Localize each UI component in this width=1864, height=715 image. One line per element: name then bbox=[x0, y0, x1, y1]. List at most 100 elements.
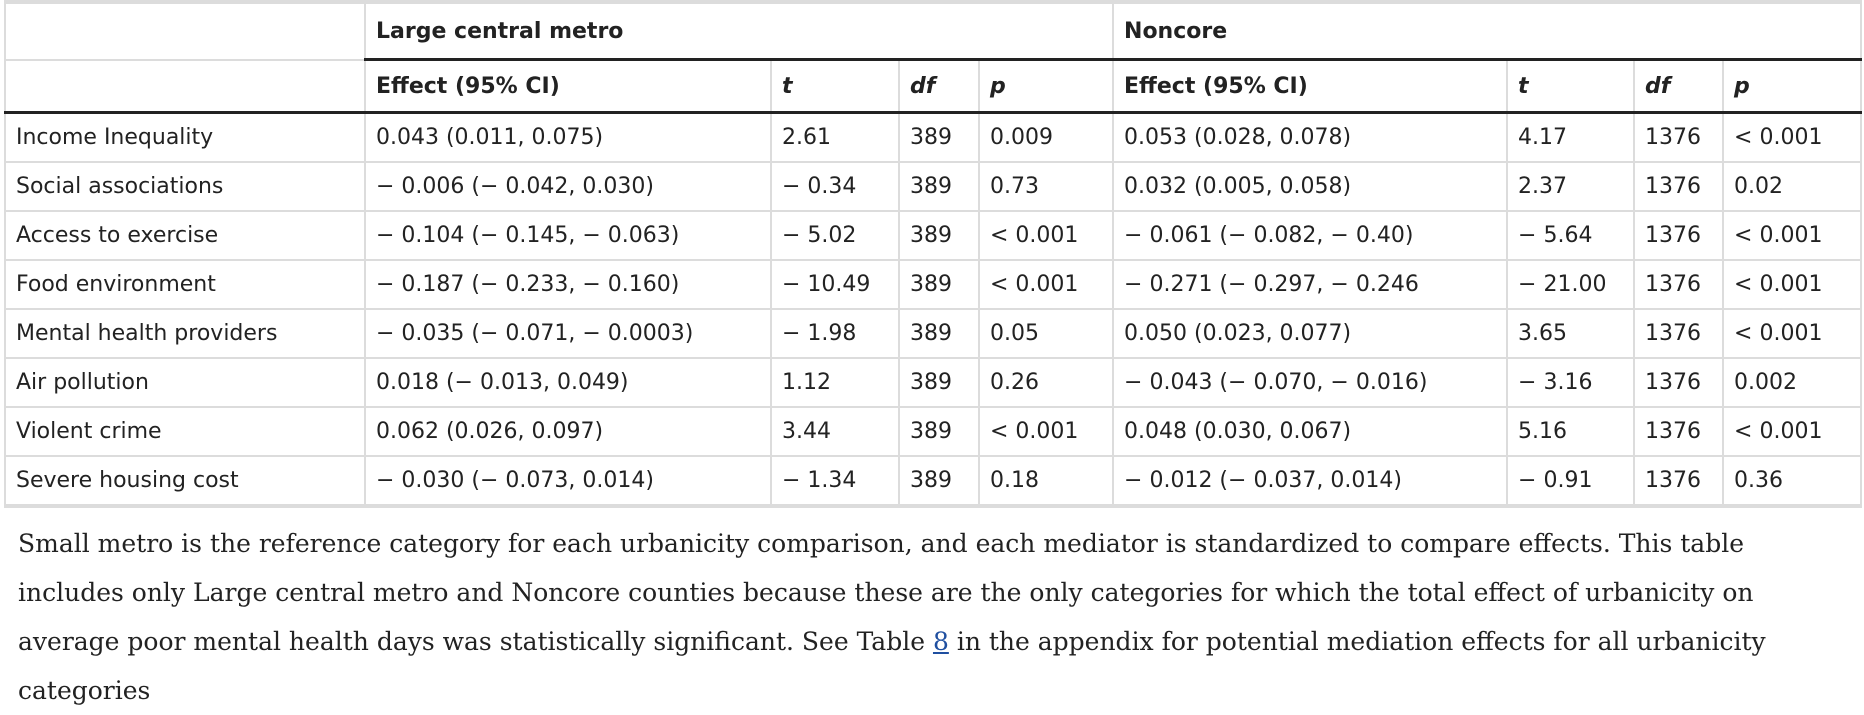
cell-p-metro: 0.73 bbox=[977, 161, 1115, 212]
cell-effect-noncore: 0.050 (0.023, 0.077) bbox=[1112, 308, 1509, 359]
cell-effect-metro: − 0.030 (− 0.073, 0.014) bbox=[364, 455, 772, 508]
cell-t-noncore: 2.37 bbox=[1506, 161, 1636, 212]
cell-p-noncore: 0.36 bbox=[1722, 455, 1863, 508]
row-label: Food environment bbox=[4, 259, 366, 310]
row-label: Severe housing cost bbox=[4, 455, 366, 508]
column-header-df-metro: df bbox=[898, 58, 980, 114]
cell-t-metro: − 0.34 bbox=[770, 161, 900, 212]
cell-t-metro: 1.12 bbox=[770, 357, 900, 408]
cell-effect-noncore: 0.032 (0.005, 0.058) bbox=[1112, 161, 1509, 212]
footnote-text-before-link: Small metro is the reference category fo… bbox=[18, 529, 1754, 656]
cell-effect-metro: − 0.035 (− 0.071, − 0.0003) bbox=[364, 308, 772, 359]
group-header-row: Large central metro Noncore bbox=[4, 0, 1863, 61]
cell-p-noncore: < 0.001 bbox=[1722, 259, 1863, 310]
results-table-container: Large central metro Noncore Effect (95% … bbox=[4, 0, 1863, 508]
column-header-effect-metro: Effect (95% CI) bbox=[364, 58, 772, 114]
cell-t-noncore: − 3.16 bbox=[1506, 357, 1636, 408]
cell-effect-metro: − 0.006 (− 0.042, 0.030) bbox=[364, 161, 772, 212]
table-row: Violent crime 0.062 (0.026, 0.097) 3.44 … bbox=[4, 406, 1863, 457]
mediation-effects-table: Large central metro Noncore Effect (95% … bbox=[4, 0, 1863, 508]
cell-df-metro: 389 bbox=[898, 210, 980, 261]
row-label: Access to exercise bbox=[4, 210, 366, 261]
cell-p-noncore: 0.02 bbox=[1722, 161, 1863, 212]
cell-p-metro: 0.05 bbox=[977, 308, 1115, 359]
row-label: Income Inequality bbox=[4, 111, 366, 163]
column-header-blank bbox=[4, 58, 366, 114]
cell-p-noncore: 0.002 bbox=[1722, 357, 1863, 408]
cell-effect-noncore: − 0.043 (− 0.070, − 0.016) bbox=[1112, 357, 1509, 408]
cell-t-noncore: − 21.00 bbox=[1506, 259, 1636, 310]
cell-effect-noncore: − 0.271 (− 0.297, − 0.246 bbox=[1112, 259, 1509, 310]
column-header-t-noncore: t bbox=[1506, 58, 1636, 114]
row-label: Violent crime bbox=[4, 406, 366, 457]
cell-effect-noncore: 0.053 (0.028, 0.078) bbox=[1112, 111, 1509, 163]
table-8-link[interactable]: 8 bbox=[932, 627, 949, 656]
cell-df-noncore: 1376 bbox=[1633, 210, 1725, 261]
cell-t-noncore: 3.65 bbox=[1506, 308, 1636, 359]
table-row: Social associations − 0.006 (− 0.042, 0.… bbox=[4, 161, 1863, 212]
cell-p-metro: < 0.001 bbox=[977, 210, 1115, 261]
table-row: Food environment − 0.187 (− 0.233, − 0.1… bbox=[4, 259, 1863, 310]
column-header-p-metro: p bbox=[977, 58, 1115, 114]
cell-df-metro: 389 bbox=[898, 455, 980, 508]
table-row: Air pollution 0.018 (− 0.013, 0.049) 1.1… bbox=[4, 357, 1863, 408]
cell-effect-metro: 0.018 (− 0.013, 0.049) bbox=[364, 357, 772, 408]
cell-t-noncore: − 0.91 bbox=[1506, 455, 1636, 508]
cell-p-noncore: < 0.001 bbox=[1722, 210, 1863, 261]
row-label: Social associations bbox=[4, 161, 366, 212]
cell-effect-metro: − 0.187 (− 0.233, − 0.160) bbox=[364, 259, 772, 310]
cell-p-noncore: < 0.001 bbox=[1722, 406, 1863, 457]
cell-effect-noncore: 0.048 (0.030, 0.067) bbox=[1112, 406, 1509, 457]
cell-df-noncore: 1376 bbox=[1633, 455, 1725, 508]
cell-p-noncore: < 0.001 bbox=[1722, 111, 1863, 163]
cell-df-metro: 389 bbox=[898, 406, 980, 457]
cell-df-noncore: 1376 bbox=[1633, 308, 1725, 359]
cell-t-noncore: 5.16 bbox=[1506, 406, 1636, 457]
cell-effect-metro: − 0.104 (− 0.145, − 0.063) bbox=[364, 210, 772, 261]
column-header-p-noncore: p bbox=[1722, 58, 1863, 114]
cell-df-metro: 389 bbox=[898, 111, 980, 163]
cell-t-metro: − 1.98 bbox=[770, 308, 900, 359]
cell-df-noncore: 1376 bbox=[1633, 406, 1725, 457]
cell-t-metro: 3.44 bbox=[770, 406, 900, 457]
cell-df-metro: 389 bbox=[898, 161, 980, 212]
cell-t-metro: 2.61 bbox=[770, 111, 900, 163]
footnote-text-after-link: in the appendix for potential mediation … bbox=[18, 627, 1766, 705]
cell-effect-metro: 0.062 (0.026, 0.097) bbox=[364, 406, 772, 457]
cell-df-noncore: 1376 bbox=[1633, 259, 1725, 310]
cell-df-noncore: 1376 bbox=[1633, 111, 1725, 163]
cell-t-metro: − 10.49 bbox=[770, 259, 900, 310]
cell-df-metro: 389 bbox=[898, 308, 980, 359]
column-header-effect-noncore: Effect (95% CI) bbox=[1112, 58, 1509, 114]
cell-p-metro: 0.26 bbox=[977, 357, 1115, 408]
table-row: Income Inequality 0.043 (0.011, 0.075) 2… bbox=[4, 111, 1863, 163]
cell-df-metro: 389 bbox=[898, 259, 980, 310]
cell-p-metro: 0.18 bbox=[977, 455, 1115, 508]
cell-t-metro: − 5.02 bbox=[770, 210, 900, 261]
row-label: Mental health providers bbox=[4, 308, 366, 359]
table-row: Mental health providers − 0.035 (− 0.071… bbox=[4, 308, 1863, 359]
cell-effect-noncore: − 0.012 (− 0.037, 0.014) bbox=[1112, 455, 1509, 508]
cell-df-metro: 389 bbox=[898, 357, 980, 408]
cell-p-metro: 0.009 bbox=[977, 111, 1115, 163]
column-header-row: Effect (95% CI) t df p Effect (95% CI) t… bbox=[4, 58, 1863, 114]
table-footnote: Small metro is the reference category fo… bbox=[18, 519, 1838, 715]
cell-t-metro: − 1.34 bbox=[770, 455, 900, 508]
cell-effect-noncore: − 0.061 (− 0.082, − 0.40) bbox=[1112, 210, 1509, 261]
table-row: Severe housing cost − 0.030 (− 0.073, 0.… bbox=[4, 455, 1863, 508]
column-header-t-metro: t bbox=[770, 58, 900, 114]
cell-t-noncore: − 5.64 bbox=[1506, 210, 1636, 261]
cell-p-noncore: < 0.001 bbox=[1722, 308, 1863, 359]
group-header-large-central-metro: Large central metro bbox=[363, 0, 1115, 61]
group-header-blank bbox=[4, 0, 366, 60]
cell-df-noncore: 1376 bbox=[1633, 161, 1725, 212]
cell-t-noncore: 4.17 bbox=[1506, 111, 1636, 163]
column-header-df-noncore: df bbox=[1633, 58, 1725, 114]
group-header-noncore: Noncore bbox=[1112, 0, 1863, 61]
cell-effect-metro: 0.043 (0.011, 0.075) bbox=[364, 111, 772, 163]
cell-df-noncore: 1376 bbox=[1633, 357, 1725, 408]
cell-p-metro: < 0.001 bbox=[977, 406, 1115, 457]
row-label: Air pollution bbox=[4, 357, 366, 408]
table-row: Access to exercise − 0.104 (− 0.145, − 0… bbox=[4, 210, 1863, 261]
cell-p-metro: < 0.001 bbox=[977, 259, 1115, 310]
